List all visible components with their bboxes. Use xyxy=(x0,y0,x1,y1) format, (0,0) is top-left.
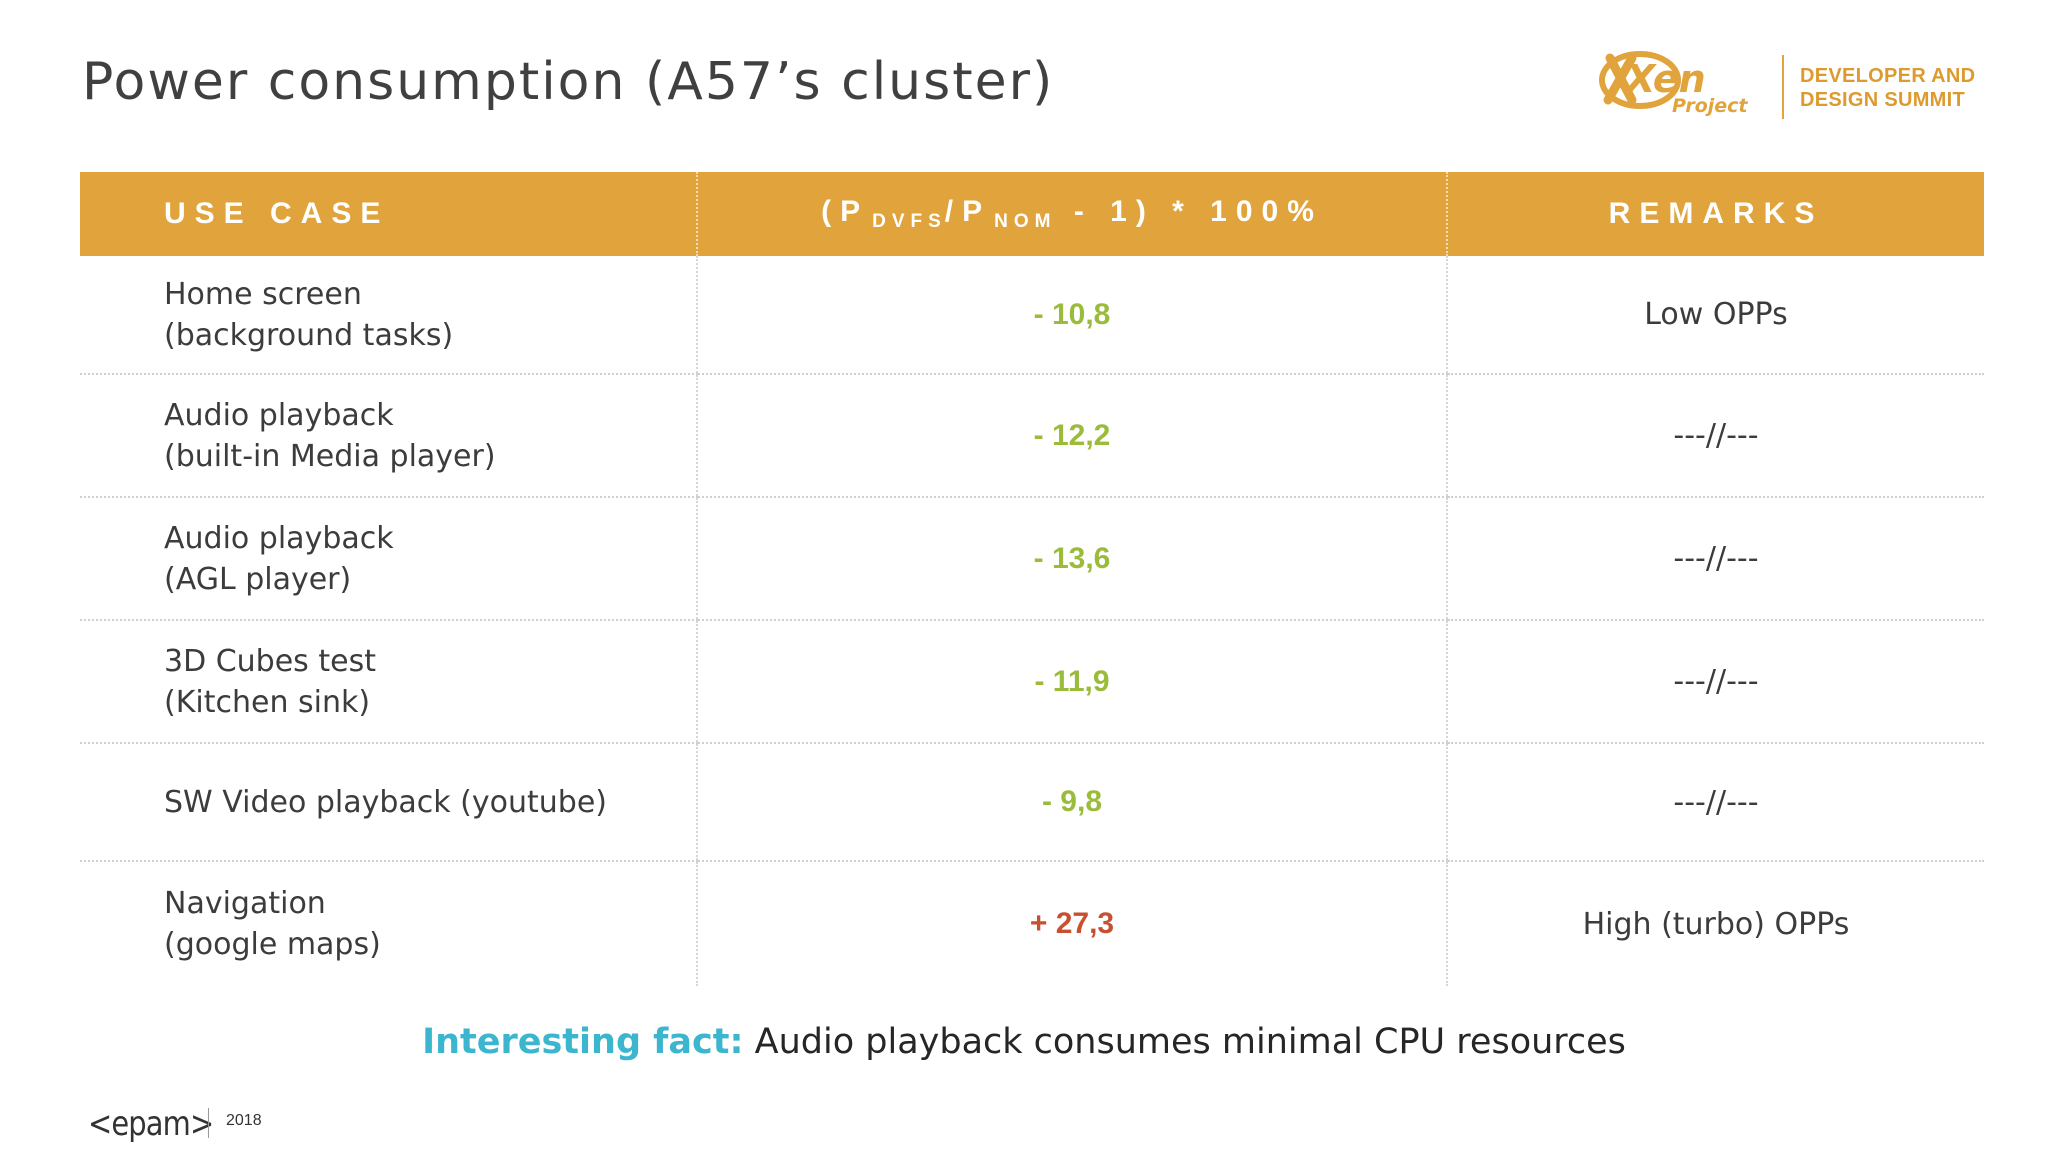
value-cell: + 27,3 xyxy=(696,861,1447,986)
slide-title: Power consumption (A57’s cluster) xyxy=(82,52,1055,112)
use-case-cell: 3D Cubes test (Kitchen sink) xyxy=(80,620,697,744)
use-case-line2: (built-in Media player) xyxy=(164,438,496,474)
header-formula: (P DVFS/P NOM - 1) * 100% xyxy=(696,172,1447,256)
use-case-cell: Audio playback (built-in Media player) xyxy=(80,374,697,498)
table-header-row: USE CASE (P DVFS/P NOM - 1) * 100% REMARKS xyxy=(80,172,1984,256)
formula-sub-dvfs: DVFS xyxy=(872,211,947,232)
use-case-cell: Home screen (background tasks) xyxy=(80,256,697,375)
use-case-line1: Audio playback xyxy=(164,397,394,433)
table-row: Navigation (google maps) + 27,3 High (tu… xyxy=(80,861,1984,986)
summit-line2: DESIGN SUMMIT xyxy=(1800,89,1966,111)
use-case-cell: Audio playback (AGL player) xyxy=(80,497,697,621)
formula-open: (P xyxy=(821,195,870,228)
epam-logo: <epam> xyxy=(88,1104,214,1144)
formula-close: - 1) * 100% xyxy=(1073,195,1323,228)
remark-cell: Low OPPs xyxy=(1446,256,1984,375)
power-consumption-table: USE CASE (P DVFS/P NOM - 1) * 100% REMARKS… xyxy=(80,172,1984,986)
remark-cell: ---//--- xyxy=(1446,497,1984,621)
fact-text: Audio playback consumes minimal CPU reso… xyxy=(743,1022,1626,1062)
use-case-line1: Audio playback xyxy=(164,520,394,556)
summit-text: DEVELOPER AND DESIGN SUMMIT xyxy=(1800,64,1975,112)
value-cell: - 10,8 xyxy=(696,256,1447,375)
table-row: SW Video playback (youtube) - 9,8 ---//-… xyxy=(80,743,1984,862)
logo-divider xyxy=(1782,55,1784,119)
remark-cell: ---//--- xyxy=(1446,620,1984,744)
use-case-line2: (Kitchen sink) xyxy=(164,684,371,720)
use-case-line1: Home screen xyxy=(164,276,362,312)
table-row: Audio playback (built-in Media player) -… xyxy=(80,374,1984,498)
formula-sub-nom: NOM xyxy=(994,211,1057,232)
value-cell: - 12,2 xyxy=(696,374,1447,498)
use-case-cell: Navigation (google maps) xyxy=(80,861,697,986)
interesting-fact: Interesting fact: Audio playback consume… xyxy=(0,1022,2048,1062)
logo-word: Xen xyxy=(1624,57,1706,101)
logo-sub: Project xyxy=(1672,95,1748,117)
value-cell: - 11,9 xyxy=(696,620,1447,744)
table-row: 3D Cubes test (Kitchen sink) - 11,9 ---/… xyxy=(80,620,1984,744)
footer-divider xyxy=(208,1108,209,1138)
use-case-line1: SW Video playback (youtube) xyxy=(164,784,607,820)
remark-cell: ---//--- xyxy=(1446,374,1984,498)
use-case-cell: SW Video playback (youtube) xyxy=(80,743,697,862)
use-case-line1: 3D Cubes test xyxy=(164,643,376,679)
use-case-line2: (AGL player) xyxy=(164,561,352,597)
use-case-line2: (background tasks) xyxy=(164,317,454,353)
remark-cell: ---//--- xyxy=(1446,743,1984,862)
table-row: Audio playback (AGL player) - 13,6 ---//… xyxy=(80,497,1984,621)
use-case-line1: Navigation xyxy=(164,886,326,921)
xen-project-logo: Xen Project xyxy=(1599,51,1748,117)
table-row: Home screen (background tasks) - 10,8 Lo… xyxy=(80,256,1984,375)
value-cell: - 9,8 xyxy=(696,743,1447,862)
fact-label: Interesting fact: xyxy=(422,1022,744,1062)
remark-cell: High (turbo) OPPs xyxy=(1446,861,1984,986)
header-remarks: REMARKS xyxy=(1446,172,1984,256)
use-case-line2: (google maps) xyxy=(164,927,381,962)
value-cell: - 13,6 xyxy=(696,497,1447,621)
header-use-case: USE CASE xyxy=(80,172,697,256)
footer-year: 2018 xyxy=(226,1112,262,1129)
formula-slash: /P xyxy=(944,195,992,228)
summit-line1: DEVELOPER AND xyxy=(1800,65,1976,87)
